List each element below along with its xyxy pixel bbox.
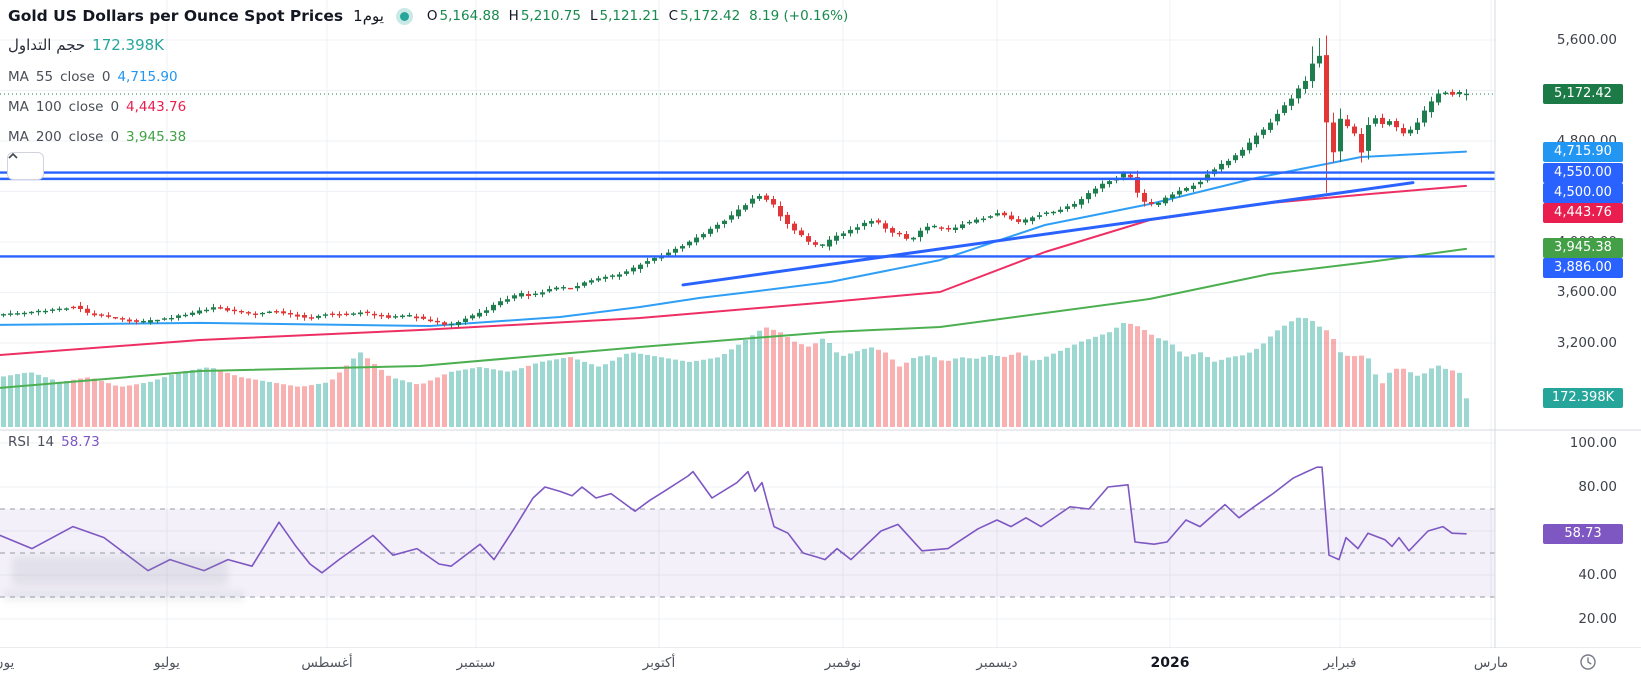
ma-legend-row: MA 200 close 0 3,945.38 (8, 129, 187, 145)
price-badge: 4,715.90 (1543, 142, 1623, 162)
time-axis-label: أكتوبر (642, 655, 676, 671)
ohlc-item: H 5,210.75 (508, 8, 581, 24)
price-axis-label: 20.00 (1578, 611, 1617, 627)
price-axis-label: 5,600.00 (1556, 32, 1617, 48)
time-axis-label: ديسمبر (976, 655, 1018, 671)
session-clock-icon[interactable] (1578, 652, 1598, 672)
blur-artifact (4, 590, 244, 602)
symbol-title: Gold US Dollars per Ounce Spot Prices (8, 7, 344, 25)
time-axis-label: نوفمبر (824, 655, 862, 671)
time-axis-label: سبتمبر (456, 655, 496, 671)
ma-value: 3,945.38 (126, 129, 187, 145)
price-badge: 3,886.00 (1543, 258, 1623, 278)
ma-value: 4,443.76 (126, 99, 187, 115)
change-value: 8.19 (+0.16%) (749, 8, 849, 24)
ma-legend-row: MA 55 close 0 4,715.90 (8, 69, 178, 85)
price-axis-label: 40.00 (1578, 567, 1617, 583)
time-axis[interactable]: يون يوليو أغسطس سبتمبر أكتوبر نوفمبر ديسمبر 202… (0, 648, 1641, 678)
rsi-legend: RSI 14 58.73 (8, 434, 100, 450)
price-badge: 3,945.38 (1543, 238, 1623, 258)
rsi-value: 58.73 (61, 434, 100, 450)
price-badge: 5,172.42 (1543, 84, 1623, 104)
time-axis-label: فبراير (1323, 655, 1357, 671)
price-axis-label: 100.00 (1569, 435, 1617, 451)
price-badge: 4,550.00 (1543, 163, 1623, 183)
rsi-length: 14 (36, 434, 55, 450)
collapse-indicators-button[interactable] (7, 152, 44, 180)
ma-legend-row: MA 100 close 0 4,443.76 (8, 99, 187, 115)
price-badge: 58.73 (1543, 524, 1623, 544)
chevron-up-icon (8, 153, 18, 159)
interval-label[interactable]: 1يوم (353, 7, 384, 25)
volume-value: 172.398K (92, 36, 165, 54)
rsi-name: RSI (8, 434, 30, 450)
time-axis-label: 2026 (1150, 655, 1190, 671)
time-axis-label: يون (0, 655, 15, 671)
price-axis-label: 3,600.00 (1556, 284, 1617, 300)
ma-value: 4,715.90 (117, 69, 178, 85)
time-axis-label: يوليو (154, 655, 180, 671)
price-badge: 4,500.00 (1543, 183, 1623, 203)
time-axis-label: مارس (1473, 655, 1509, 671)
price-badge: 4,443.76 (1543, 203, 1623, 223)
blur-artifact (12, 556, 228, 586)
price-axis-label: 3,200.00 (1556, 335, 1617, 351)
time-axis-label: أغسطس (301, 655, 353, 671)
symbol-legend: Gold US Dollars per Ounce Spot Prices 1ي… (8, 7, 848, 25)
volume-legend: حجم التداول 172.398K (8, 36, 164, 54)
ohlc-item: C 5,172.42 (668, 8, 741, 24)
price-badge: 172.398K (1543, 388, 1623, 408)
price-axis-label: 80.00 (1578, 479, 1617, 495)
ohlc-values: O 5,164.88 H 5,210.75 L 5,121.21 C 5,172.42 8.19… (427, 8, 848, 24)
market-status-icon (395, 7, 413, 25)
ohlc-item: L 5,121.21 (589, 8, 660, 24)
ohlc-item: O 5,164.88 (426, 8, 500, 24)
volume-label: حجم التداول (8, 36, 86, 54)
